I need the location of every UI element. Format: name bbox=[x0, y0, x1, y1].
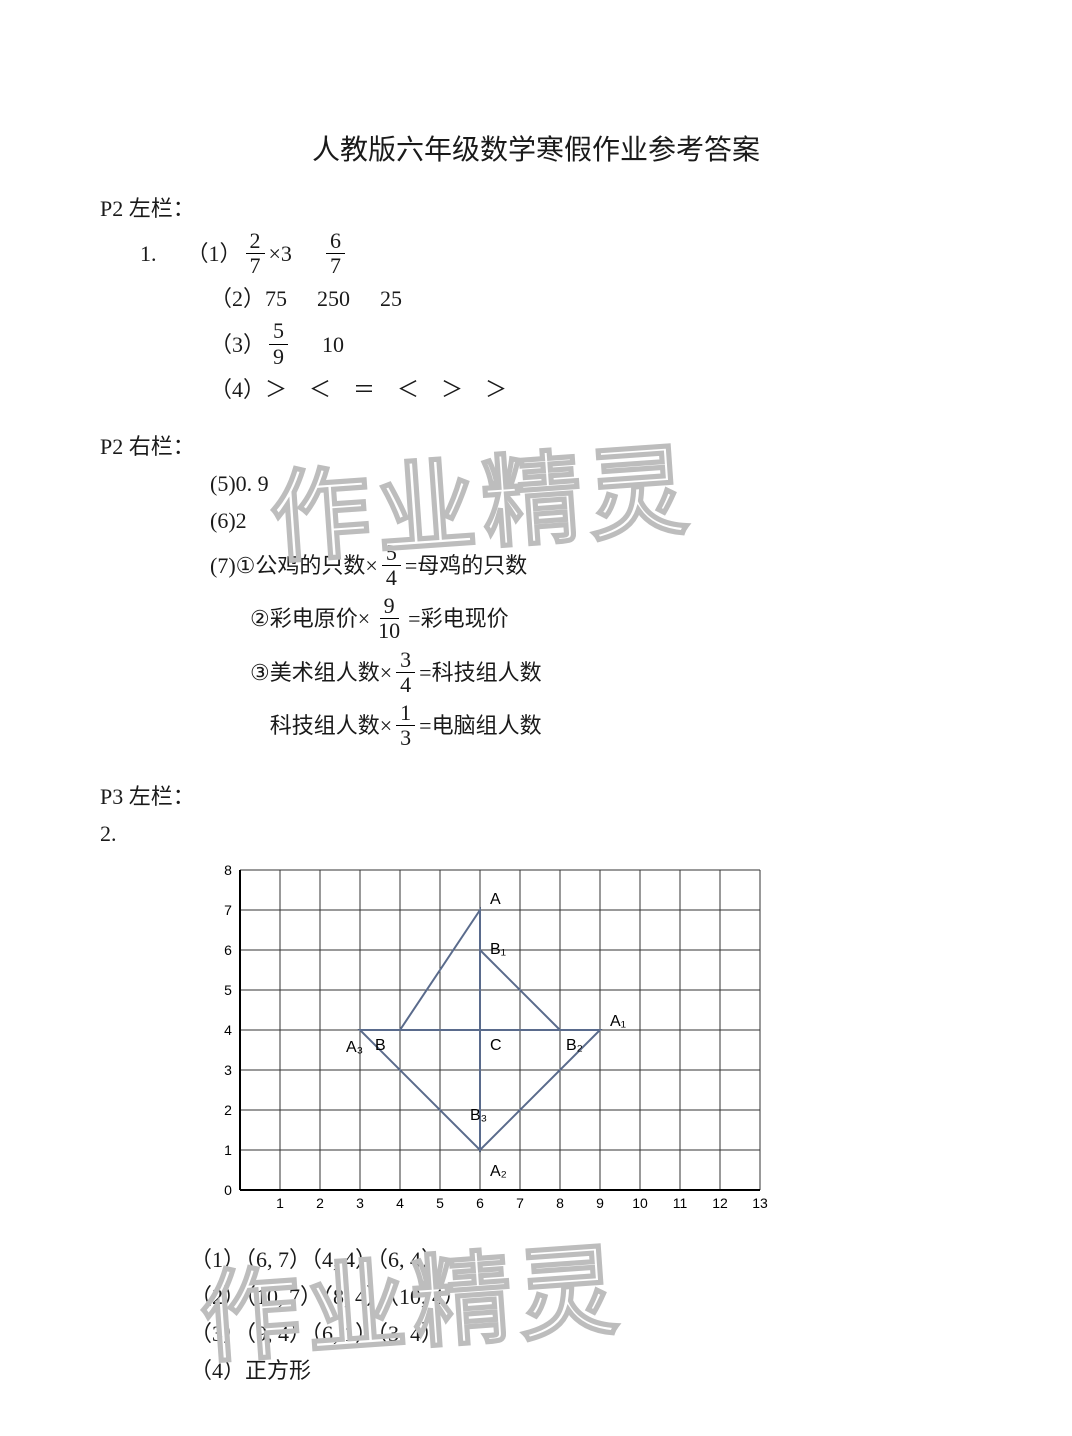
circ3: ③ bbox=[250, 656, 270, 689]
svg-text:7: 7 bbox=[516, 1195, 524, 1211]
svg-text:4: 4 bbox=[224, 1022, 232, 1038]
p2-left-label: P2 左栏： bbox=[100, 192, 972, 225]
part7-line3: ③ 美术组人数× 3 4 =科技组人数 bbox=[100, 648, 972, 697]
part7-label: (7) bbox=[210, 549, 236, 582]
svg-text:B₁: B₁ bbox=[490, 941, 506, 958]
svg-text:3: 3 bbox=[356, 1195, 364, 1211]
part2-b: 250 bbox=[317, 282, 350, 315]
answer-3: （3）（9, 4）（6, 1）（3, 4） bbox=[190, 1317, 972, 1350]
answer-4: （4）正方形 bbox=[190, 1354, 972, 1387]
svg-text:7: 7 bbox=[224, 902, 232, 918]
part5-label: (5) bbox=[210, 467, 236, 500]
q1-part1: 1. （1） 2 7 ×3 6 7 bbox=[100, 229, 972, 278]
l4a: 科技组人数× bbox=[270, 709, 392, 742]
page-title: 人教版六年级数学寒假作业参考答案 bbox=[100, 130, 972, 172]
p3-left-label: P3 左栏： bbox=[100, 780, 972, 813]
q1-part2: （2） 75 250 25 bbox=[100, 282, 972, 315]
coordinate-chart: 12345678910111213012345678AB₁BA₃CB₂A₁B₃A… bbox=[210, 860, 972, 1223]
l2b: =彩电现价 bbox=[408, 602, 508, 635]
answer-2: （2）（10, 7）（8, 4）（10, 4） bbox=[190, 1280, 972, 1313]
svg-text:5: 5 bbox=[224, 982, 232, 998]
p3-answers: （1）（6, 7）（4, 4）（6, 4） （2）（10, 7）（8, 4）（1… bbox=[100, 1243, 972, 1387]
l3b: =科技组人数 bbox=[419, 656, 541, 689]
svg-text:0: 0 bbox=[224, 1182, 232, 1198]
part6-val: 2 bbox=[236, 504, 247, 537]
frac-9-10: 9 10 bbox=[374, 594, 404, 643]
part6-label: (6) bbox=[210, 504, 236, 537]
part4-ops: ＞ ＜ ＝ ＜ ＞ ＞ bbox=[265, 373, 507, 406]
svg-text:8: 8 bbox=[556, 1195, 564, 1211]
circ2: ② bbox=[250, 602, 270, 635]
svg-text:11: 11 bbox=[673, 1195, 688, 1211]
svg-text:1: 1 bbox=[224, 1142, 232, 1158]
svg-text:9: 9 bbox=[596, 1195, 604, 1211]
part5-val: 0. 9 bbox=[236, 467, 269, 500]
svg-text:A₂: A₂ bbox=[490, 1163, 507, 1180]
svg-text:A: A bbox=[490, 891, 501, 908]
frac-6-7: 6 7 bbox=[326, 229, 345, 278]
svg-text:12: 12 bbox=[712, 1195, 728, 1211]
p2-right-label: P2 右栏： bbox=[100, 430, 972, 463]
svg-text:B₃: B₃ bbox=[470, 1107, 487, 1124]
chart-svg: 12345678910111213012345678AB₁BA₃CB₂A₁B₃A… bbox=[210, 860, 770, 1214]
svg-text:10: 10 bbox=[632, 1195, 648, 1211]
part1-label: （1） bbox=[187, 237, 242, 270]
l4b: =电脑组人数 bbox=[419, 709, 541, 742]
part2-label: （2） bbox=[210, 282, 265, 315]
part4-label: （4） bbox=[210, 373, 265, 406]
svg-text:B₂: B₂ bbox=[566, 1037, 583, 1054]
frac-5-4: 5 4 bbox=[382, 541, 401, 590]
svg-text:2: 2 bbox=[316, 1195, 324, 1211]
part2-a: 75 bbox=[265, 282, 287, 315]
svg-text:13: 13 bbox=[752, 1195, 768, 1211]
svg-text:8: 8 bbox=[224, 862, 232, 878]
svg-text:5: 5 bbox=[436, 1195, 444, 1211]
q2-label: 2. bbox=[100, 817, 972, 850]
svg-text:A₁: A₁ bbox=[610, 1013, 626, 1030]
svg-text:4: 4 bbox=[396, 1195, 404, 1211]
frac-2-7: 2 7 bbox=[246, 229, 265, 278]
svg-text:6: 6 bbox=[224, 942, 232, 958]
part2-c: 25 bbox=[380, 282, 402, 315]
circ1: ① bbox=[236, 549, 256, 582]
q1-part3: （3） 5 9 10 bbox=[100, 319, 972, 368]
l2a: 彩电原价× bbox=[270, 602, 370, 635]
part7-line2: ② 彩电原价× 9 10 =彩电现价 bbox=[100, 594, 972, 643]
svg-text:2: 2 bbox=[224, 1102, 232, 1118]
times-3: ×3 bbox=[269, 237, 292, 270]
document-page: 人教版六年级数学寒假作业参考答案 P2 左栏： 1. （1） 2 7 ×3 6 … bbox=[0, 0, 1072, 1436]
svg-text:B: B bbox=[375, 1037, 386, 1054]
part5: (5) 0. 9 bbox=[100, 467, 972, 500]
part3-val: 10 bbox=[322, 328, 344, 361]
answer-1: （1）（6, 7）（4, 4）（6, 4） bbox=[190, 1243, 972, 1276]
part7-line1: (7) ① 公鸡的只数× 5 4 =母鸡的只数 bbox=[100, 541, 972, 590]
part6: (6) 2 bbox=[100, 504, 972, 537]
l3a: 美术组人数× bbox=[270, 656, 392, 689]
svg-text:1: 1 bbox=[276, 1195, 284, 1211]
l1b: =母鸡的只数 bbox=[405, 549, 527, 582]
svg-text:6: 6 bbox=[476, 1195, 484, 1211]
l1a: 公鸡的只数× bbox=[255, 549, 377, 582]
frac-3-4: 3 4 bbox=[396, 648, 415, 697]
q1-num: 1. bbox=[140, 237, 157, 270]
svg-text:C: C bbox=[490, 1037, 502, 1054]
frac-1-3: 1 3 bbox=[396, 701, 415, 750]
q1-part4: （4） ＞ ＜ ＝ ＜ ＞ ＞ bbox=[100, 373, 972, 406]
svg-text:A₃: A₃ bbox=[346, 1039, 363, 1056]
part3-label: （3） bbox=[210, 328, 265, 361]
svg-text:3: 3 bbox=[224, 1062, 232, 1078]
part7-line4: ③ 科技组人数× 1 3 =电脑组人数 bbox=[100, 701, 972, 750]
frac-5-9: 5 9 bbox=[269, 319, 288, 368]
